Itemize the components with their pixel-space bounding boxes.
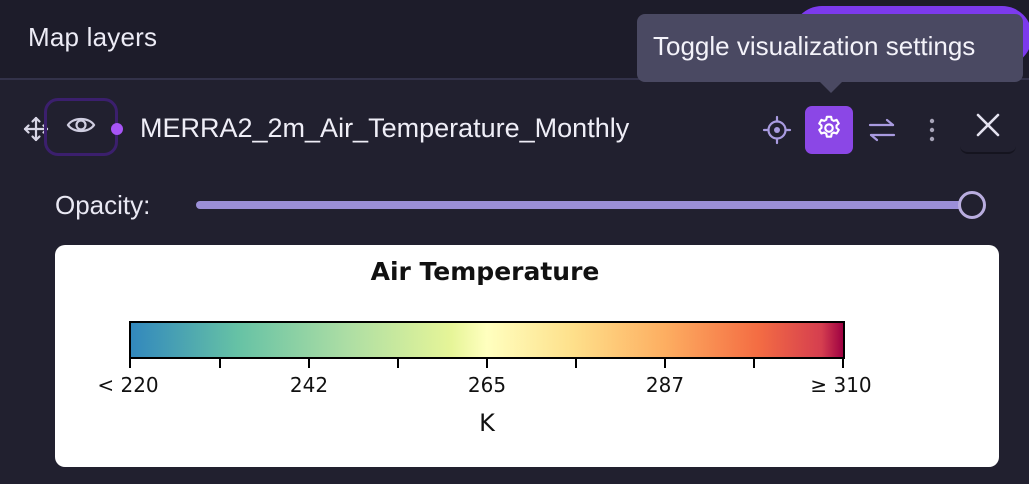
crosshair-icon [762,115,792,150]
eye-icon [66,114,96,141]
layer-name: MERRA2_2m_Air_Temperature_Monthly [140,113,630,143]
colorbar-minor-tick [753,359,755,368]
more-vertical-icon [928,117,936,148]
panel-title: Map layers [28,22,158,52]
colorbar-tick-label: 265 [467,373,507,397]
move-icon[interactable] [22,115,50,143]
colorbar-minor-tick [219,359,221,368]
opacity-control: Opacity: [0,180,1029,230]
colorbar-tick-label: 287 [645,373,685,397]
opacity-slider-thumb[interactable] [958,191,986,219]
opacity-slider[interactable] [196,191,986,219]
colorbar-tick-label: 242 [289,373,329,397]
legend-unit: K [479,409,495,437]
visibility-toggle[interactable] [44,98,118,156]
colorbar-major-tick [129,359,131,368]
layer-color-dot [111,123,123,135]
visualization-settings-button[interactable] [805,106,853,154]
legend-title: Air Temperature [370,257,600,286]
gear-icon [814,113,844,148]
colorbar-major-tick [664,359,666,368]
compare-layer-button[interactable] [860,110,904,154]
layer-options-button[interactable] [914,110,950,154]
swap-icon [867,117,897,148]
colorbar-major-tick [486,359,488,368]
tooltip-arrow [818,80,844,93]
opacity-slider-track[interactable] [196,201,972,209]
colorbar-major-tick [842,359,844,368]
opacity-label: Opacity: [55,190,151,220]
tooltip: Toggle visualization settings [637,14,1023,82]
colorbar-minor-tick [397,359,399,368]
colorbar-tick-label: ≥ 310 [810,373,872,397]
zoom-to-layer-button[interactable] [755,110,799,154]
colorbar-minor-tick [575,359,577,368]
colorbar [129,321,845,359]
colorbar-tick-label: < 220 [97,373,159,397]
colorbar-major-tick [308,359,310,368]
layer-item: MERRA2_2m_Air_Temperature_Monthly [0,96,1029,166]
legend-card: Air Temperature < 220 242 265 287 ≥ 310 … [55,245,999,467]
remove-layer-button[interactable] [960,102,1016,154]
close-icon [975,112,1001,143]
